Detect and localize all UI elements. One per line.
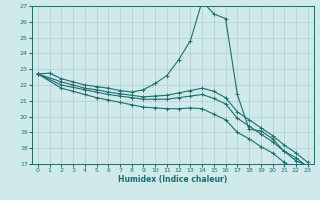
X-axis label: Humidex (Indice chaleur): Humidex (Indice chaleur) bbox=[118, 175, 228, 184]
